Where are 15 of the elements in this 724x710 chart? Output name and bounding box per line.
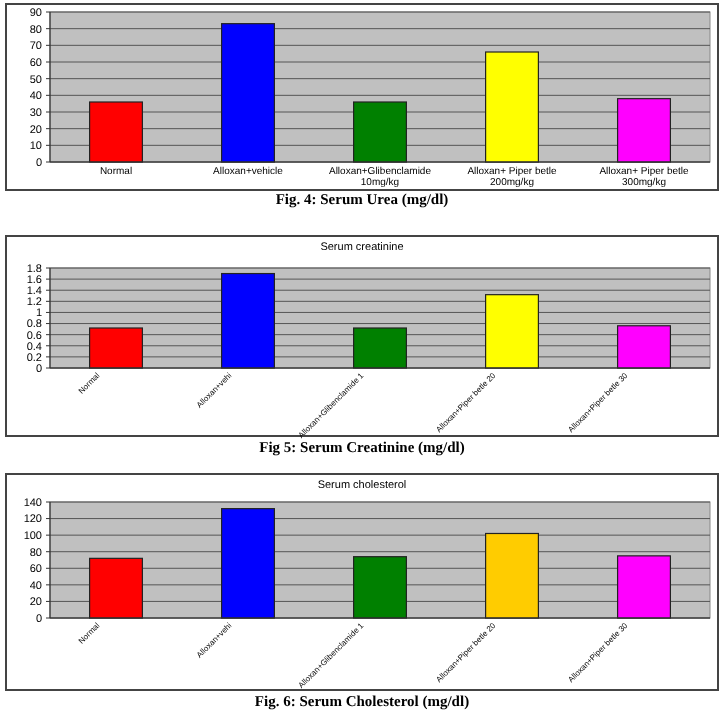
bar (221, 508, 275, 619)
bar (221, 272, 275, 369)
bar (353, 556, 407, 619)
bar (617, 325, 671, 369)
bar (485, 51, 539, 163)
bar (89, 557, 143, 619)
bar (617, 555, 671, 619)
bar (485, 532, 539, 619)
bar (617, 98, 671, 163)
bar (89, 101, 143, 163)
bar (221, 23, 275, 163)
bar (485, 294, 539, 369)
bar (353, 327, 407, 369)
bar (353, 101, 407, 163)
bar (89, 327, 143, 369)
